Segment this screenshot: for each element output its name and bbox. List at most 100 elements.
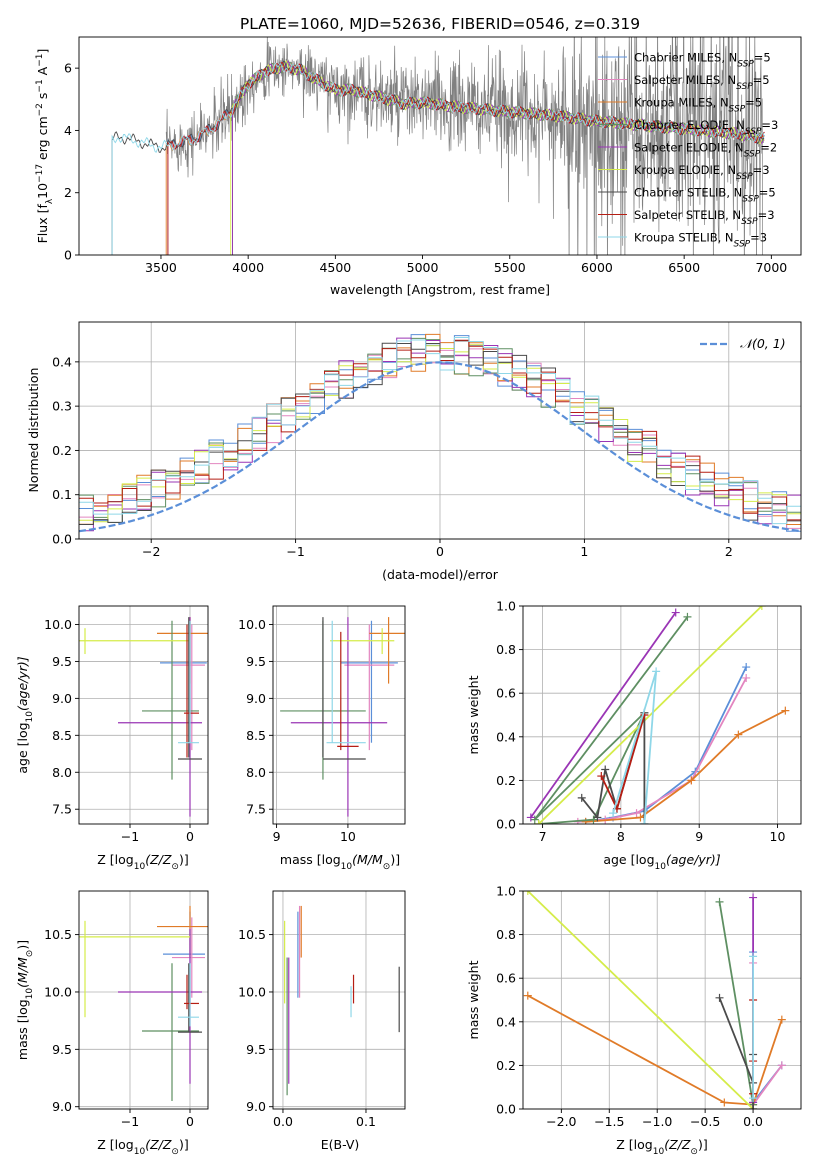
x-tick-label: 9 [273, 829, 281, 844]
gaussian-curve [79, 361, 801, 533]
y-tick-label: 0 [64, 248, 72, 263]
y-axis-label: age [log10(age/yr)] [15, 656, 35, 773]
legend-entry: Chabrier STELIB, NSSP=5 [634, 186, 776, 205]
series-line-chabrier_stelib [580, 712, 646, 824]
x-tick-label: −1 [121, 1114, 139, 1129]
series-line-kroupa_elodie [538, 606, 763, 824]
x-tick-label: 0 [186, 829, 194, 844]
legend-entry: Kroupa STELIB, NSSP=3 [634, 231, 767, 250]
y-tick-label: 8.5 [52, 728, 72, 743]
x-tick-label: 1 [580, 544, 588, 559]
x-axis-label: Z [log10(Z/Z⊙)] [97, 1137, 188, 1157]
x-tick-label: 7 [539, 829, 547, 844]
y-tick-label: 10.5 [44, 927, 72, 942]
y-tick-label: 8.5 [246, 728, 266, 743]
marker-salpeter_stelib [597, 772, 606, 781]
marker-salpeter_miles [777, 1061, 786, 1070]
axes-layer: 3500 4000 4500 5000 5500 6000 6500 70000246wave… [15, 36, 802, 1157]
y-tick-label: 9.5 [246, 1042, 266, 1057]
marker-kroupa_miles [777, 1015, 786, 1024]
y-tick-label: 9.5 [246, 654, 266, 669]
marker-chabrier_stelib [577, 793, 586, 802]
y-tick-label: 1.0 [496, 599, 516, 614]
x-tick-label: 0 [436, 544, 444, 559]
x-axis-label: age [log10(age/yr)] [603, 852, 720, 872]
mass_weight_vs_Z-plot-area [523, 891, 786, 1109]
y-tick-label: 0.0 [496, 817, 516, 832]
y-tick-label: 0.1 [52, 487, 72, 502]
y-tick-label: 10.0 [238, 617, 266, 632]
model-spectrum-salpeter_stelib [167, 61, 765, 255]
y-tick-label: 9.5 [52, 1042, 72, 1057]
x-tick-label: −1.0 [642, 1114, 672, 1129]
y-tick-label: 0.4 [496, 1014, 516, 1029]
x-tick-label: 4500 [319, 260, 351, 275]
marker-salpeter_elodie [671, 608, 680, 617]
legend-entry: Kroupa ELODIE, NSSP=3 [634, 163, 770, 182]
y-tick-label: 0.2 [52, 443, 72, 458]
y-tick-label: 2 [64, 185, 72, 200]
y-tick-label: 9.0 [246, 691, 266, 706]
histogram-kroupa_miles [79, 333, 801, 525]
y-tick-label: 0.0 [496, 1102, 516, 1117]
legend-gaussian-label: 𝒩(0, 1) [740, 336, 786, 351]
plot-layer [79, 37, 801, 1109]
x-tick-label: 8 [617, 829, 625, 844]
y-tick-label: 8.0 [246, 765, 266, 780]
y-axis-label: mass [log10(M/M⊙)] [15, 940, 35, 1060]
mass_vs_Z-plot-area [79, 905, 208, 1101]
model-spectrum-kroupa_stelib [111, 62, 765, 255]
x-tick-label: 6500 [668, 260, 700, 275]
y-axis-label: mass weight [466, 960, 481, 1039]
legend-entry: Salpeter MILES, NSSP=5 [634, 73, 770, 92]
x-axis-label: (data-model)/error [382, 567, 499, 582]
series-line-kroupa_miles [527, 994, 783, 1106]
spectrum-plot-area [111, 37, 765, 255]
y-tick-label: 1.0 [496, 884, 516, 899]
marker-kroupa_miles [781, 706, 790, 715]
x-axis-label: E(B-V) [321, 1137, 360, 1152]
x-axis-label: wavelength [Angstrom, rest frame] [330, 282, 550, 297]
x-axis-label: mass [log10(M/M⊙)] [280, 852, 400, 872]
marker-salpeter_miles [632, 809, 641, 818]
y-tick-label: 0.8 [496, 642, 516, 657]
x-tick-label: 0.1 [356, 1114, 376, 1129]
axes-frame [522, 890, 802, 1110]
y-tick-label: 9.0 [246, 1099, 266, 1114]
x-tick-label: 0 [186, 1114, 194, 1129]
series-line-chabrier_elodie [718, 901, 754, 1105]
y-tick-label: 0.2 [496, 1058, 516, 1073]
y-tick-label: 0.4 [52, 354, 72, 369]
x-tick-label: −2.0 [546, 1114, 576, 1129]
x-axis-label: Z [log10(Z/Z⊙)] [97, 852, 188, 872]
model-spectrum-kroupa_elodie [230, 60, 765, 255]
y-tick-label: 6 [64, 61, 72, 76]
marker-kroupa_miles [687, 776, 696, 785]
marker-kroupa_stelib [749, 952, 758, 961]
y-tick-label: 10.5 [238, 927, 266, 942]
x-tick-label: 10 [340, 829, 356, 844]
x-tick-label: −1 [121, 829, 139, 844]
series-line-kroupa_elodie [527, 891, 754, 1109]
age_vs_Z-plot-area [79, 617, 208, 817]
legend-entry: Chabrier ELODIE, NSSP=3 [634, 118, 778, 137]
y-tick-label: 9.0 [52, 1099, 72, 1114]
histogram-plot-area [79, 333, 801, 533]
x-tick-label: −0.5 [690, 1114, 720, 1129]
y-tick-label: 4 [64, 123, 72, 138]
marker-kroupa_elodie [523, 891, 532, 895]
marker-salpeter_elodie [749, 893, 758, 902]
marker-kroupa_elodie [534, 820, 543, 824]
marker-chabrier_stelib [593, 813, 602, 822]
x-tick-label: −2 [142, 544, 160, 559]
y-tick-label: 9.5 [52, 654, 72, 669]
marker-kroupa_elodie [757, 606, 766, 610]
marker-salpeter_miles [742, 673, 751, 682]
x-tick-label: −1 [286, 544, 304, 559]
marker-kroupa_miles [734, 730, 743, 739]
y-tick-label: 0.6 [496, 971, 516, 986]
x-tick-label: −1.5 [594, 1114, 624, 1129]
y-tick-label: 8.0 [52, 765, 72, 780]
axes-frame [272, 605, 406, 825]
